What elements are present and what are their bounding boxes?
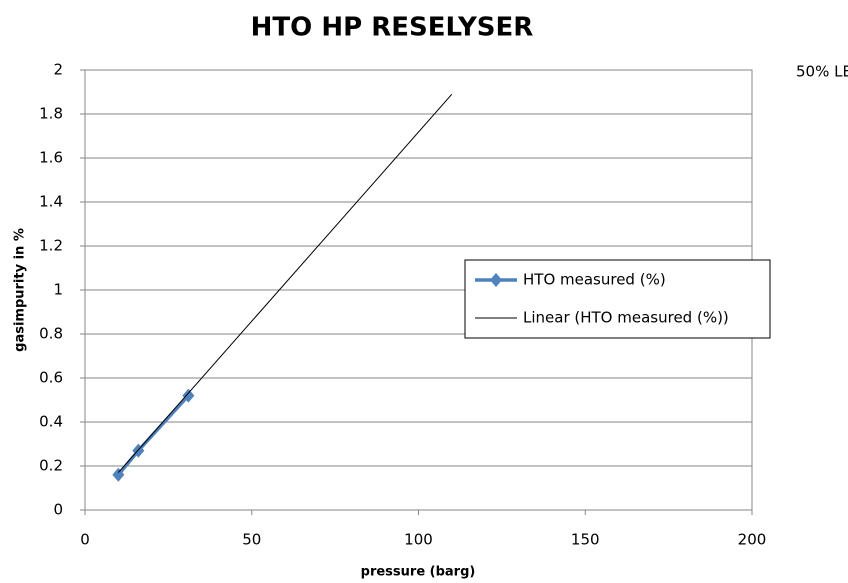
series-line [117, 93, 453, 473]
legend-label: Linear (HTO measured (%)) [523, 309, 729, 327]
chart-title: HTO HP RESELYSER [251, 13, 534, 43]
y-tick-label: 2 [53, 61, 63, 79]
y-tick-label: 1.6 [39, 149, 63, 167]
y-tick-label: 0 [53, 501, 63, 519]
legend-label: HTO measured (%) [523, 271, 666, 289]
y-axis-title: gasimpurity in % [13, 228, 28, 352]
y-tick-label: 1 [53, 281, 63, 299]
point [182, 388, 195, 403]
series-line [117, 394, 190, 476]
x-tick-label: 0 [80, 531, 90, 549]
y-tick-label: 0.4 [39, 413, 63, 431]
x-tick-label: 200 [738, 531, 767, 549]
y-tick-label: 1.8 [39, 105, 63, 123]
y-tick-label: 1.4 [39, 193, 63, 211]
y-tick-label: 0.8 [39, 325, 63, 343]
legend-marker [490, 273, 502, 287]
y-tick-label: 0.6 [39, 369, 63, 387]
point [112, 467, 125, 482]
y-tick-label: 1.2 [39, 237, 63, 255]
x-tick-label: 50 [242, 531, 261, 549]
y-tick-label: 0.2 [39, 457, 63, 475]
annotation: 50% LEL [796, 63, 848, 81]
legend-box [464, 259, 771, 339]
x-tick-label: 150 [571, 531, 600, 549]
x-axis-title: pressure (barg) [361, 565, 476, 580]
x-tick-label: 100 [404, 531, 433, 549]
